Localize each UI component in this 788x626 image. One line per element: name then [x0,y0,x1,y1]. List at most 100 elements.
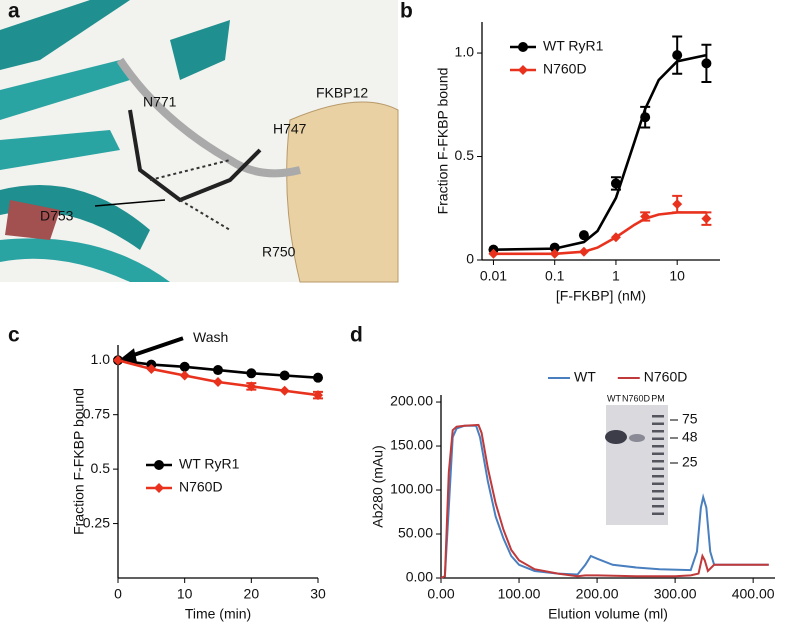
ribbon [0,0,130,70]
structure-image [0,0,399,283]
data-point [213,377,223,388]
fit-curve [493,53,707,251]
x-tick-label: 1 [612,268,620,284]
y-tick-label: 200.00 [390,393,433,409]
x-tick-label: 0.01 [480,268,507,284]
data-point [578,246,589,257]
gel-band [652,460,664,463]
gel-band [652,482,664,485]
x-axis-label: [F-FKBP] (nM) [556,288,646,304]
y-tick-label: 0.25 [83,514,110,530]
data-point [701,213,712,224]
gel-lane-label: WT [607,393,621,403]
legend-label: WT RyR1 [543,38,604,54]
data-point [279,370,290,381]
legend-marker [154,483,164,493]
panel-label: d [350,324,363,347]
data-point [313,390,323,401]
x-tick-label: 10 [669,268,685,284]
residue-label: N771 [143,94,177,110]
y-tick-label: 1.0 [91,351,111,367]
y-tick-label: 100.00 [390,481,433,497]
data-point [313,372,323,383]
gel-marker-label: 48 [682,429,698,445]
y-tick-label: 0.5 [455,147,475,163]
data-point [672,50,683,61]
ribbon [0,185,150,250]
legend-marker [154,460,164,470]
data-point [246,368,257,379]
gel-band [652,490,664,493]
data-point [610,232,621,243]
x-tick-label: 30 [310,586,326,602]
x-tick-label: 0 [114,586,122,602]
data-point [279,385,290,396]
data-point [701,58,712,69]
gel-marker-label: 75 [682,411,698,427]
y-tick-label: 0 [466,251,474,267]
pointer-line [94,199,166,207]
data-point [549,248,560,259]
legend-label: N760D [543,61,587,77]
ribbon [0,60,130,120]
data-point [488,248,499,259]
series-line [440,424,769,579]
y-tick-label: 1.0 [455,44,475,60]
gel-band [652,475,664,478]
data-point [610,178,621,189]
residue-label: R750 [262,244,296,260]
gel-band [652,422,664,425]
y-tick-label: 50.00 [398,525,433,541]
panel-label: b [400,0,413,23]
x-tick-label: 20 [244,586,260,602]
ribbon [170,20,230,80]
x-tick-label: 100.00 [498,586,541,602]
loop [116,57,301,178]
data-point [549,242,560,253]
gel-lane-label: PM [651,393,665,403]
legend-marker [518,65,528,75]
x-tick-label: 200.00 [576,586,619,602]
legend-label: WT [574,369,596,385]
gel-band [652,505,664,508]
data-point [246,381,257,392]
data-point [213,365,223,376]
y-axis-label: Ab280 (mAu) [370,445,386,527]
residue-label: D753 [40,208,74,224]
legend-marker [518,42,528,52]
gel-lane-label: N760D [622,393,651,403]
y-axis-label: Fraction F-FKBP bound [71,388,87,535]
gel-band [605,430,627,444]
data-point [640,112,651,123]
residue-label: H747 [273,121,307,137]
ribbon [0,130,120,170]
data-point [113,355,123,366]
gel-band [652,415,664,418]
protein-label: FKBP12 [316,85,368,101]
data-point [179,370,190,381]
x-tick-label: 400.00 [732,586,775,602]
gel-band [652,497,664,500]
legend-label: N760D [644,369,688,385]
gel-band [652,452,664,455]
gel-band [629,434,645,442]
ribbon [0,238,170,282]
data-point [672,199,683,210]
gel-band [652,437,664,440]
annotation-arrowhead [120,348,137,363]
legend-label: N760D [179,479,223,495]
gel-marker-label: 25 [682,454,698,470]
legend-label: WT RyR1 [179,456,240,472]
series-line [440,423,769,579]
data-point [578,230,589,241]
x-tick-label: 10 [177,586,193,602]
x-axis-label: Elution volume (ml) [548,606,668,622]
annotation-arrow [129,336,184,359]
gel-band [652,445,664,448]
y-tick-label: 0.5 [91,460,111,476]
gel-band [652,430,664,433]
x-axis-label: Time (min) [185,606,251,622]
h-bond [149,159,231,231]
panel-label: a [8,0,20,23]
